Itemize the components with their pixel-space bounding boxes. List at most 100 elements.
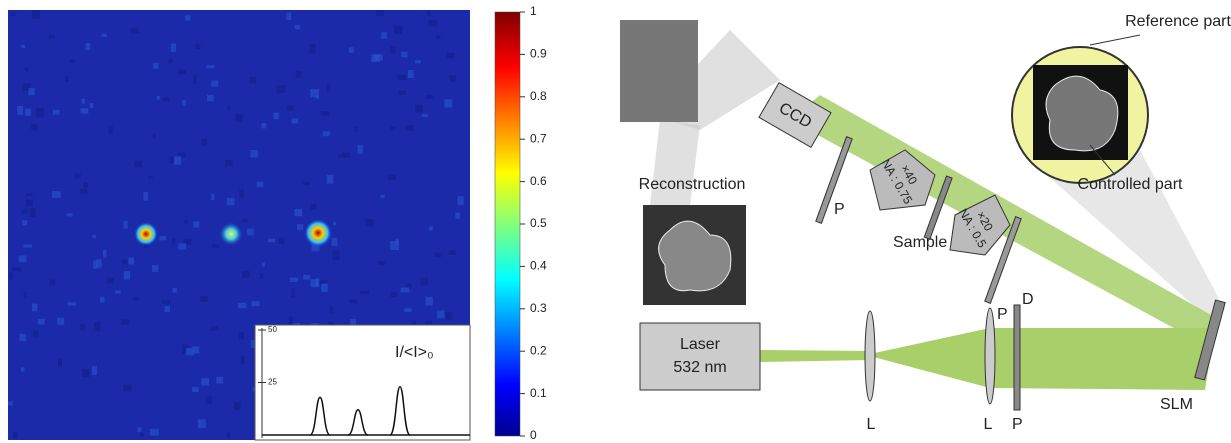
speckle-dot bbox=[178, 244, 186, 250]
speckle-dot bbox=[316, 95, 319, 98]
speckle-dot bbox=[25, 108, 31, 115]
speckle-dot bbox=[122, 259, 127, 264]
speckle-dot bbox=[415, 60, 421, 63]
speckle-dot bbox=[273, 113, 278, 120]
speckle-dot bbox=[22, 45, 26, 48]
speckle-dot bbox=[401, 287, 410, 292]
speckle-dot bbox=[128, 258, 134, 265]
laser-wavelength: 532 nm bbox=[673, 359, 726, 376]
speckle-dot bbox=[80, 324, 85, 330]
speckle-dot bbox=[239, 332, 244, 340]
speckle-dot bbox=[394, 26, 402, 34]
speckle-dot bbox=[360, 291, 369, 294]
speckle-dot bbox=[339, 155, 347, 158]
speckle-dot bbox=[169, 58, 173, 62]
speckle-dot bbox=[206, 65, 214, 68]
speckle-dot bbox=[365, 219, 373, 226]
speckle-dot bbox=[261, 123, 266, 128]
speckle-dot bbox=[206, 396, 212, 403]
speckle-dot bbox=[429, 226, 433, 230]
speckle-dot bbox=[140, 433, 143, 437]
speckle-dot bbox=[295, 25, 301, 29]
laser bbox=[640, 323, 760, 390]
speckle-dot bbox=[242, 218, 247, 222]
speckle-dot bbox=[321, 284, 327, 292]
speckle-dot bbox=[200, 296, 208, 301]
speckle-dot bbox=[415, 105, 423, 113]
speckle-dot bbox=[100, 297, 104, 303]
colorbar-tick-label: 0.2 bbox=[530, 343, 547, 357]
speckle-dot bbox=[358, 145, 363, 153]
speckle-dot bbox=[102, 34, 107, 37]
speckle-dot bbox=[294, 209, 302, 216]
speckle-dot bbox=[94, 322, 100, 331]
lens-label: L bbox=[867, 416, 876, 433]
speckle-dot bbox=[53, 110, 60, 115]
speckle-dot bbox=[19, 255, 27, 262]
speckle-dot bbox=[184, 220, 188, 223]
speckle-dot bbox=[12, 267, 21, 271]
speckle-dot bbox=[143, 192, 148, 201]
speckle-dot bbox=[131, 28, 139, 34]
speckle-dot bbox=[75, 174, 81, 179]
speckle-dot bbox=[321, 111, 329, 115]
speckle-dot bbox=[242, 271, 249, 278]
speckle-dot bbox=[349, 299, 357, 303]
inset-tick-label: 50 bbox=[268, 325, 277, 334]
speckle-dot bbox=[211, 326, 218, 331]
speckle-dot bbox=[150, 429, 159, 436]
speckle-dot bbox=[137, 427, 141, 432]
colorbar bbox=[495, 12, 520, 436]
speckle-dot bbox=[257, 182, 264, 187]
speckle-dot bbox=[33, 331, 38, 338]
speckle-dot bbox=[455, 213, 460, 219]
speckle-dot bbox=[124, 271, 130, 280]
speckle-dot bbox=[278, 238, 284, 244]
speckle-dot bbox=[422, 114, 429, 117]
speckle-dot bbox=[148, 176, 152, 179]
speckle-dot bbox=[286, 12, 291, 20]
speckle-dot bbox=[216, 377, 223, 384]
colorbar-tick-label: 1 bbox=[530, 4, 537, 18]
lens bbox=[985, 308, 995, 404]
speckle-dot bbox=[28, 88, 34, 95]
speckle-dot bbox=[67, 213, 73, 216]
speckle-dot bbox=[227, 106, 230, 109]
speckle-dot bbox=[381, 32, 387, 38]
pointer bbox=[1090, 35, 1140, 45]
speckle-dot bbox=[80, 189, 87, 194]
speckle-dot bbox=[449, 250, 456, 255]
spot bbox=[134, 222, 158, 246]
speckle-dot bbox=[427, 11, 431, 16]
speckle-dot bbox=[92, 366, 97, 375]
speckle-dot bbox=[31, 124, 37, 130]
speckle-dot bbox=[182, 100, 186, 106]
speckle-dot bbox=[391, 292, 398, 297]
speckle-dot bbox=[225, 160, 232, 166]
speckle-dot bbox=[260, 273, 263, 278]
speckle-dot bbox=[291, 289, 294, 298]
reconstruction-label: Reconstruction bbox=[639, 176, 746, 193]
slm-label: SLM bbox=[1160, 396, 1193, 413]
speckle-dot bbox=[32, 11, 40, 19]
speckle-dot bbox=[450, 75, 456, 82]
speckle-dot bbox=[377, 261, 385, 265]
reference-label: Reference part bbox=[1125, 13, 1231, 30]
speckle-dot bbox=[70, 60, 75, 63]
speckle-dot bbox=[121, 319, 129, 324]
speckle-dot bbox=[65, 76, 68, 82]
speckle-dot bbox=[333, 222, 336, 226]
speckle-dot bbox=[252, 301, 260, 306]
colorbar-tick-label: 0.5 bbox=[530, 216, 547, 230]
speckle-dot bbox=[171, 44, 176, 52]
speckle-dot bbox=[262, 263, 265, 267]
inset-label: I/<I>₀ bbox=[395, 344, 434, 361]
speckle-dot bbox=[193, 75, 196, 84]
speckle-dot bbox=[376, 10, 383, 15]
speckle-dot bbox=[211, 81, 218, 87]
speckle-dot bbox=[296, 71, 302, 78]
speckle-dot bbox=[26, 199, 33, 206]
speckle-dot bbox=[174, 156, 181, 165]
speckle-dot bbox=[162, 300, 170, 304]
